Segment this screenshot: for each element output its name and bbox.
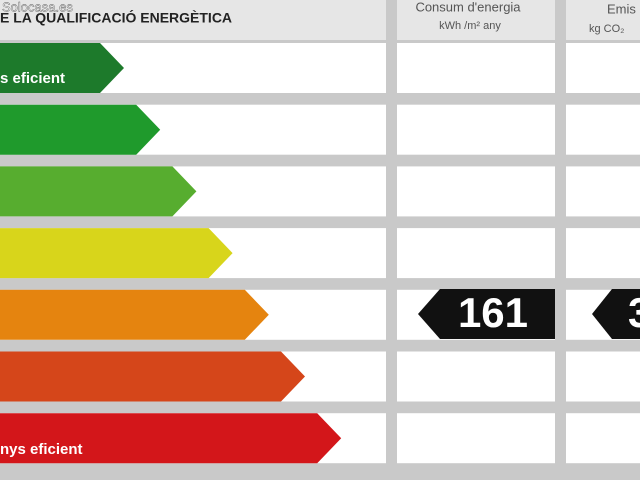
column-unit: kWh /m² any (439, 20, 501, 32)
rating-arrow (418, 289, 555, 339)
row-cell (566, 351, 640, 402)
watermark: Solocasa.es (2, 0, 73, 14)
class-arrow (0, 228, 233, 279)
row-cell (397, 43, 555, 93)
class-arrow (0, 166, 197, 217)
row-cell (397, 166, 555, 217)
column-unit: kg CO₂ (589, 23, 624, 35)
rows (0, 43, 640, 464)
row-cell (566, 228, 640, 279)
row-cell (397, 351, 555, 402)
row-cell (566, 43, 640, 93)
class-arrow (0, 413, 342, 464)
header-band (0, 0, 640, 40)
row-cell (397, 228, 555, 279)
class-arrow (0, 351, 305, 402)
emissions-rating: 3 (628, 289, 640, 336)
header-title: E LA QUALIFICACIÓ ENERGÈTICA (0, 9, 232, 26)
row-cell (566, 413, 640, 464)
column-divider (386, 0, 397, 480)
energy-rating: 161 (458, 289, 528, 336)
scale-top-label: s eficient (0, 70, 65, 87)
column-title: Emis (607, 1, 636, 16)
column-title: Consum d'energia (415, 0, 521, 14)
scale-bottom-label: nys eficient (0, 441, 83, 458)
row-cell (566, 104, 640, 155)
class-arrow (0, 43, 124, 93)
row-cell (566, 166, 640, 217)
row-cell (397, 413, 555, 464)
column-divider (555, 0, 566, 480)
class-arrow (0, 104, 161, 155)
class-arrow (0, 289, 269, 340)
rating-arrow (592, 289, 640, 339)
row-cell (397, 104, 555, 155)
